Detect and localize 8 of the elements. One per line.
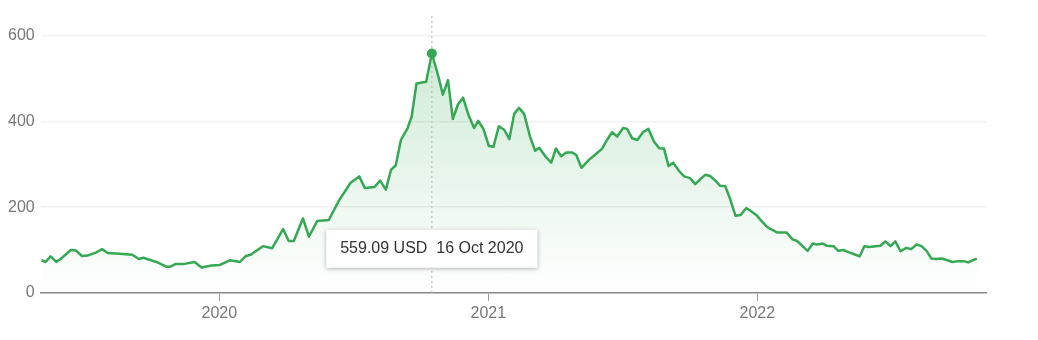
annotation: 559.09 USD 16 Oct 2020: [340, 239, 524, 257]
y-tick-label: 200: [7, 197, 35, 215]
y-tick-label: 600: [7, 26, 35, 44]
x-tick-label: 2021: [470, 303, 507, 321]
x-tick-label: 2020: [201, 303, 238, 321]
y-tick-label: 0: [25, 283, 35, 301]
x-tick-label: 2022: [739, 303, 776, 321]
y-tick-label: 400: [7, 112, 35, 130]
